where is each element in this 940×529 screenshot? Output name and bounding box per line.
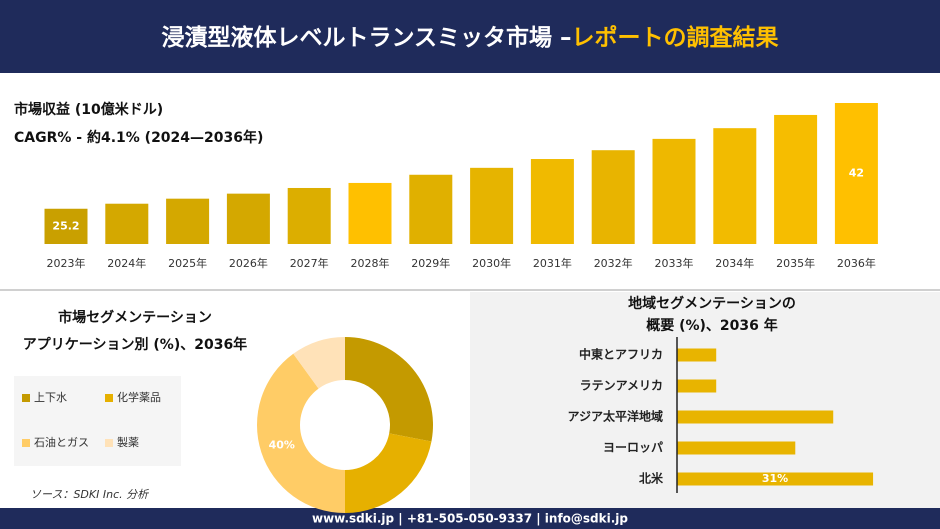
legend-box	[14, 376, 181, 466]
bar	[591, 150, 635, 244]
x-tick-label: 2029年	[411, 256, 450, 270]
x-tick-label: 2024年	[107, 256, 146, 270]
legend-swatch	[22, 394, 30, 402]
bar	[677, 379, 717, 393]
slice	[293, 337, 345, 389]
x-tick-label: 2030年	[472, 256, 511, 270]
legend-swatch	[105, 439, 113, 447]
source: ソース：SDKI Inc. 分析	[30, 488, 150, 501]
legend-label: 上下水	[34, 391, 67, 404]
header-bar	[0, 0, 940, 73]
footer-bar	[0, 508, 940, 529]
chart-title: 市場収益 (10億米ドル)	[14, 101, 163, 118]
bar	[677, 472, 874, 486]
title-main: 浸漬型液体レベルトランスミッタ市場 –	[161, 24, 571, 51]
header-title: 浸漬型液体レベルトランスミッタ市場 –レポートの調査結果	[161, 24, 778, 51]
x-tick-label: 2031年	[533, 256, 572, 270]
legend-label: 化学薬品	[117, 390, 161, 404]
bar	[834, 103, 878, 244]
bar	[348, 182, 392, 244]
bar	[44, 208, 88, 244]
bar	[470, 167, 514, 244]
bar	[677, 348, 717, 362]
bar	[226, 193, 270, 244]
value-label: 31%	[762, 472, 788, 485]
bar	[105, 203, 149, 244]
chart-title: 市場セグメンテーション	[58, 309, 212, 326]
bar	[530, 159, 574, 244]
bar	[713, 128, 757, 244]
footer: www.sdki.jp | +81-505-050-9337 | info@sd…	[312, 512, 628, 526]
title-highlight: レポートの調査結果	[572, 24, 779, 51]
right-panel	[470, 292, 940, 508]
bar	[409, 174, 453, 244]
x-tick-label: 2026年	[229, 256, 268, 270]
x-tick-label: 2035年	[776, 256, 815, 270]
chart-subtitle: CAGR% - 約4.1% (2024—2036年)	[14, 129, 263, 146]
x-tick-label: 2036年	[837, 256, 876, 270]
x-tick-label: 2032年	[594, 256, 633, 270]
bar	[287, 187, 331, 244]
x-tick-label: 2034年	[715, 256, 754, 270]
x-tick-label: 2027年	[290, 256, 329, 270]
value-label: 25.2	[52, 219, 79, 232]
value-label: 40%	[269, 439, 295, 452]
y-tick-label: 中東とアフリカ	[579, 347, 663, 362]
y-tick-label: ヨーロッパ	[603, 441, 663, 455]
slice	[345, 337, 433, 442]
bar	[166, 198, 210, 244]
legend-label: 石油とガス	[34, 435, 89, 449]
bar	[774, 114, 818, 244]
legend-label: 製薬	[117, 435, 139, 449]
slice	[257, 353, 345, 513]
x-tick-label: 2025年	[168, 256, 207, 270]
chart-title: 地域セグメンテーションの	[628, 295, 796, 312]
x-tick-label: 2028年	[351, 256, 390, 270]
legend-swatch	[22, 439, 30, 447]
y-tick-label: アジア太平洋地域	[567, 409, 663, 424]
chart-subtitle: アプリケーション別 (%)、2036年	[23, 336, 247, 353]
bar	[677, 441, 796, 455]
value-label: 42	[849, 167, 864, 180]
slice	[345, 433, 432, 513]
x-tick-label: 2023年	[47, 256, 86, 270]
bar	[652, 138, 696, 244]
bar	[677, 410, 834, 424]
x-tick-label: 2033年	[655, 256, 694, 270]
legend-swatch	[105, 394, 113, 402]
y-tick-label: ラテンアメリカ	[580, 379, 663, 393]
chart-subtitle: 概要 (%)、2036 年	[646, 317, 778, 334]
y-tick-label: 北米	[639, 471, 664, 486]
